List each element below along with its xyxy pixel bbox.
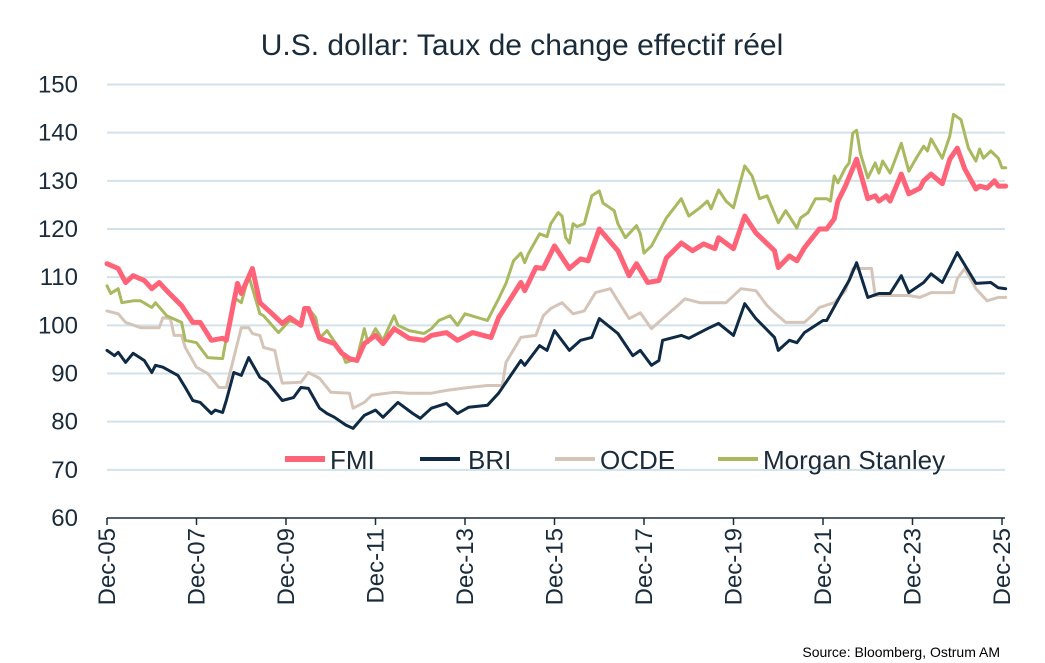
x-tick-label: Dec-11 xyxy=(363,528,390,604)
y-tick-label: 100 xyxy=(38,312,78,339)
legend-item: BRI xyxy=(420,445,511,475)
x-tick-label: Dec-21 xyxy=(810,528,837,605)
y-tick-label: 150 xyxy=(38,72,78,99)
legend: FMI BRI OCDE Morgan Stanley xyxy=(285,445,945,475)
chart-title: U.S. dollar: Taux de change effectif rée… xyxy=(261,29,784,62)
y-tick-label: 90 xyxy=(51,361,78,388)
y-tick-label: 60 xyxy=(51,505,78,532)
source-note: Source: Bloomberg, Ostrum AM xyxy=(802,644,1000,660)
legend-label: FMI xyxy=(330,445,375,475)
y-tick-label: 130 xyxy=(38,168,78,195)
legend-label: BRI xyxy=(468,445,511,475)
y-tick-label: 80 xyxy=(51,409,78,436)
x-tick-label: Dec-15 xyxy=(542,528,569,605)
y-tick-label: 140 xyxy=(38,120,78,147)
x-axis: Dec-05 Dec-07 Dec-09 Dec-11 Dec-13 Dec-15 Dec-… xyxy=(94,517,1016,605)
series-line-ocde xyxy=(105,267,1008,410)
x-tick-label: Dec-25 xyxy=(989,528,1016,605)
y-tick-label: 120 xyxy=(38,216,78,243)
x-tick-label: Dec-19 xyxy=(721,528,748,605)
legend-item: OCDE xyxy=(555,445,675,475)
x-tick-label: Dec-17 xyxy=(631,528,658,605)
x-tick-label: Dec-23 xyxy=(900,528,927,605)
legend-label: Morgan Stanley xyxy=(763,445,945,475)
y-tick-label: 70 xyxy=(51,457,78,484)
x-tick-label: Dec-09 xyxy=(273,528,300,605)
x-tick-label: Dec-13 xyxy=(452,528,479,605)
legend-item: Morgan Stanley xyxy=(718,445,945,475)
legend-item: FMI xyxy=(285,445,375,475)
series-lines xyxy=(104,112,1009,430)
x-tick-label: Dec-07 xyxy=(184,528,211,605)
gridlines xyxy=(107,83,1005,471)
series-line-bri xyxy=(105,251,1008,430)
y-tick-label: 110 xyxy=(40,264,78,291)
x-tick-label: Dec-05 xyxy=(94,528,121,605)
legend-label: OCDE xyxy=(600,445,675,475)
y-axis: 60 70 80 90 100 110 120 130 140 150 xyxy=(38,72,78,533)
series-line-fmi xyxy=(104,145,1009,363)
